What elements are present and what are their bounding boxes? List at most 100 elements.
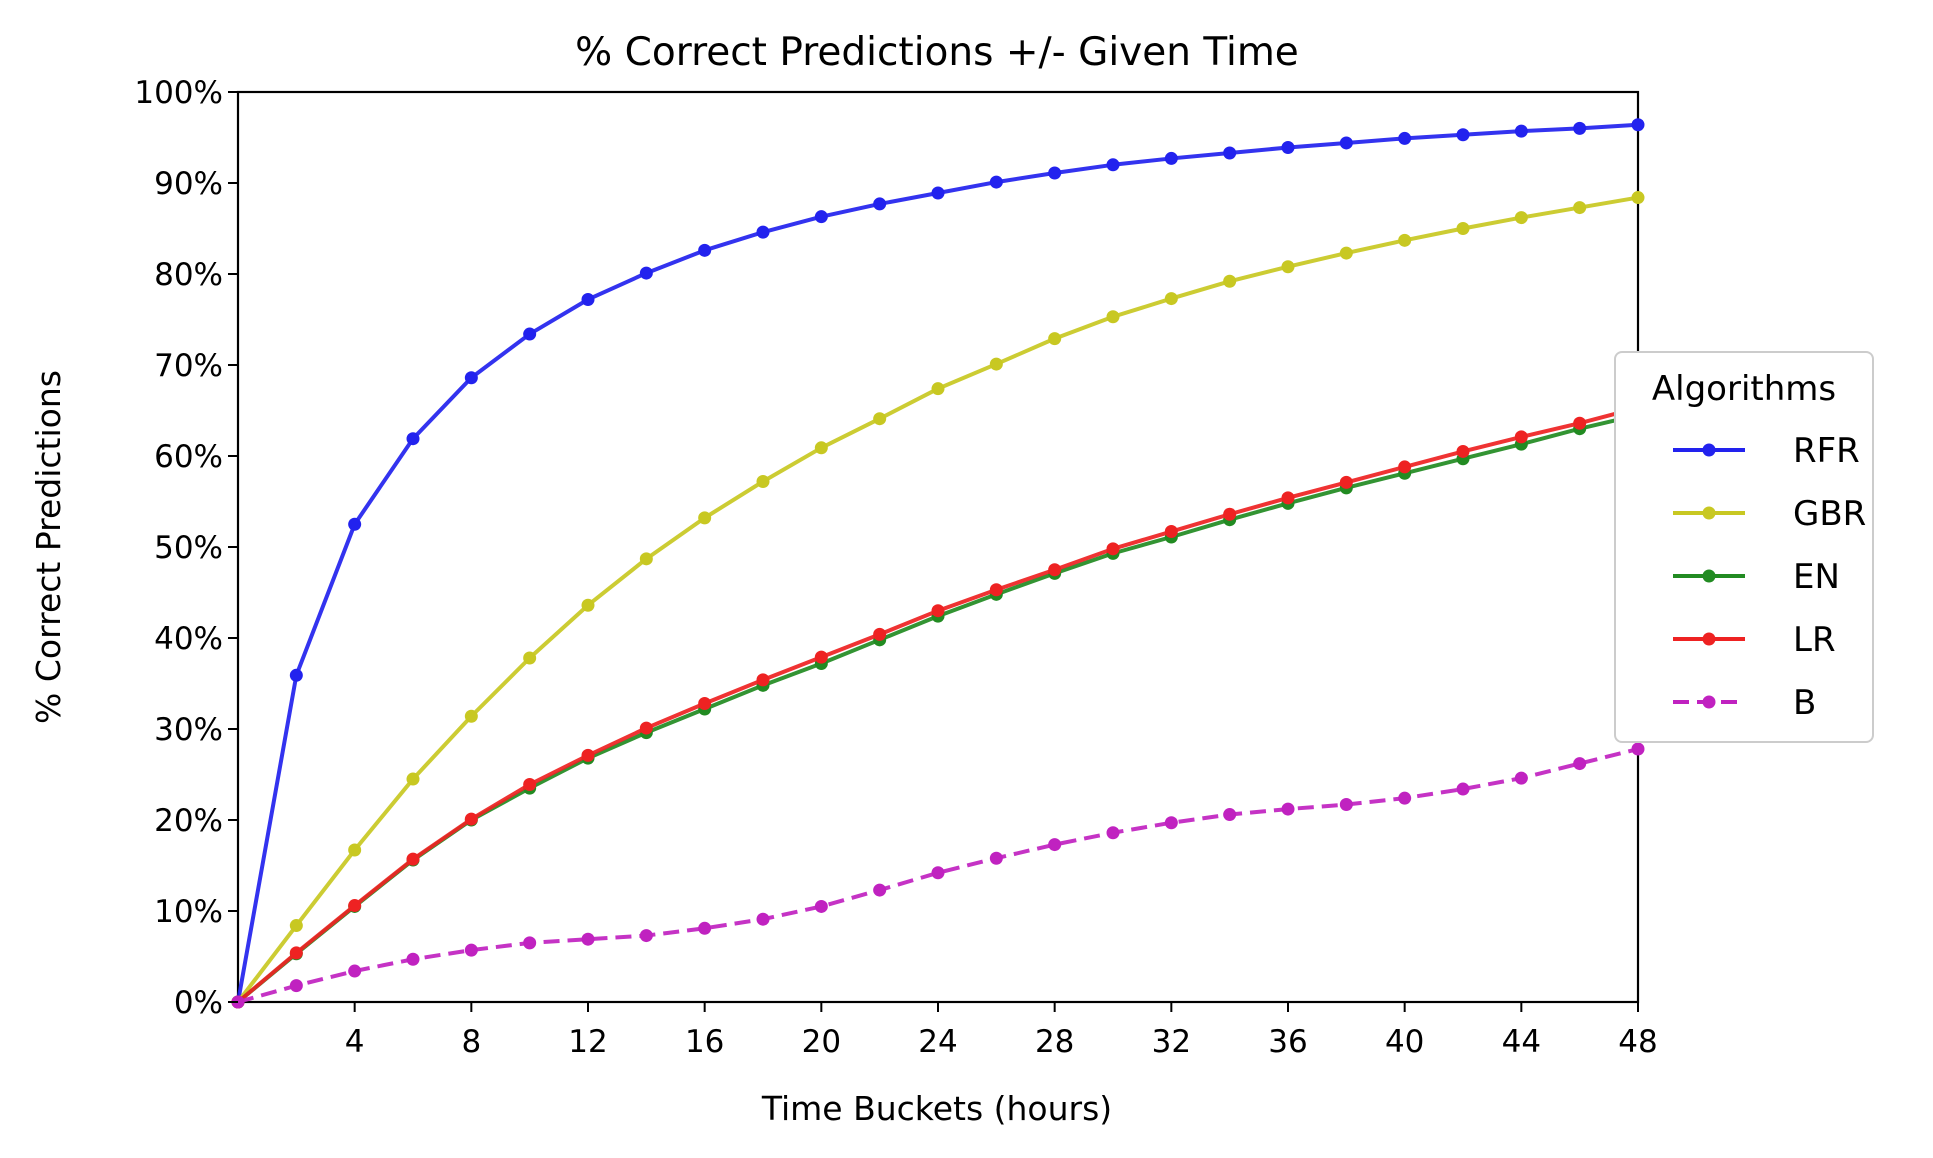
data-point-lr	[1398, 460, 1412, 474]
legend-label-en: EN	[1793, 557, 1840, 597]
data-point-lr	[1339, 475, 1353, 489]
data-point-b	[698, 921, 712, 935]
data-point-b	[756, 912, 770, 926]
data-point-b	[464, 943, 478, 957]
data-point-lr	[406, 852, 420, 866]
y-tick-label: 10%	[154, 894, 223, 930]
series-lr	[231, 401, 1645, 1009]
data-point-lr	[464, 812, 478, 826]
legend-label-b: B	[1793, 683, 1816, 723]
data-point-b	[581, 932, 595, 946]
data-point-gbr	[814, 441, 828, 455]
legend-marker-rfr	[1702, 443, 1716, 457]
data-point-lr	[756, 673, 770, 687]
data-point-gbr	[989, 357, 1003, 371]
legend-item-rfr: RFR	[1673, 431, 1860, 471]
data-point-gbr	[639, 552, 653, 566]
data-point-rfr	[1514, 124, 1528, 138]
data-point-b	[1048, 838, 1062, 852]
data-point-lr	[698, 697, 712, 711]
x-tick-label: 8	[461, 1024, 481, 1060]
x-tick-label: 20	[802, 1024, 841, 1060]
data-point-gbr	[1048, 332, 1062, 346]
data-point-rfr	[1573, 121, 1587, 135]
data-point-b	[1398, 791, 1412, 805]
data-point-b	[1573, 757, 1587, 771]
data-point-rfr	[1339, 136, 1353, 150]
data-point-b	[348, 964, 362, 978]
data-point-lr	[814, 650, 828, 664]
data-point-b	[639, 929, 653, 943]
data-point-lr	[523, 778, 537, 792]
x-tick-label: 24	[918, 1024, 957, 1060]
y-axis: 0% 10% 20% 30% 40% 50% 60% 70% 80% 90% 100%	[134, 75, 238, 1021]
legend-item-b: B	[1673, 683, 1816, 723]
data-point-gbr	[1223, 274, 1237, 288]
data-point-lr	[1281, 491, 1295, 505]
data-point-rfr	[1048, 166, 1062, 180]
data-point-gbr	[1456, 222, 1470, 235]
data-point-gbr	[931, 382, 945, 396]
legend-marker-en	[1702, 569, 1716, 583]
legend-items: RFR GBR EN LR B	[1673, 431, 1866, 723]
data-point-gbr	[1398, 233, 1412, 247]
data-point-lr	[931, 604, 945, 618]
data-point-rfr	[873, 197, 887, 211]
data-point-rfr	[464, 371, 478, 385]
data-point-rfr	[289, 668, 303, 682]
data-point-b	[931, 866, 945, 880]
data-point-gbr	[1339, 246, 1353, 260]
series-layer	[231, 118, 1645, 1009]
legend-label-gbr: GBR	[1793, 494, 1866, 534]
data-point-rfr	[931, 186, 945, 200]
series-b	[231, 742, 1645, 1009]
data-point-lr	[1456, 444, 1470, 458]
y-tick-label: 0%	[174, 985, 223, 1021]
data-point-lr	[873, 627, 887, 641]
x-tick-label: 12	[568, 1024, 607, 1060]
data-point-rfr	[698, 243, 712, 257]
data-point-b	[523, 936, 537, 950]
data-point-gbr	[1514, 211, 1528, 225]
legend-label-lr: LR	[1793, 620, 1836, 660]
y-tick-label: 100%	[134, 75, 223, 111]
x-tick-label: 44	[1502, 1024, 1541, 1060]
data-point-b	[1631, 742, 1645, 756]
data-point-gbr	[464, 709, 478, 723]
data-point-gbr	[1573, 201, 1587, 215]
data-point-lr	[1164, 525, 1178, 539]
legend-box	[1614, 351, 1874, 743]
series-gbr	[231, 191, 1645, 1009]
data-point-gbr	[289, 919, 303, 933]
data-point-rfr	[523, 327, 537, 341]
chart-title: % Correct Predictions +/- Given Time	[575, 30, 1299, 75]
x-tick-label: 4	[345, 1024, 365, 1060]
data-point-lr	[1573, 416, 1587, 430]
x-tick-label: 48	[1618, 1024, 1657, 1060]
data-point-rfr	[581, 292, 595, 306]
y-tick-label: 70%	[154, 348, 223, 384]
data-point-lr	[1223, 507, 1237, 521]
y-tick-label: 20%	[154, 803, 223, 839]
data-point-rfr	[1631, 118, 1645, 132]
data-point-gbr	[698, 511, 712, 525]
y-axis-label: % Correct Predictions	[29, 370, 68, 724]
data-point-rfr	[1164, 151, 1178, 165]
data-point-rfr	[348, 517, 362, 531]
y-tick-label: 60%	[154, 439, 223, 475]
data-point-b	[289, 979, 303, 993]
data-point-gbr	[1631, 191, 1645, 205]
data-point-b	[1164, 816, 1178, 830]
legend-marker-lr	[1702, 632, 1716, 646]
data-point-lr	[1048, 563, 1062, 577]
x-tick-label: 32	[1152, 1024, 1191, 1060]
data-point-rfr	[756, 225, 770, 239]
data-point-rfr	[406, 432, 420, 446]
data-point-gbr	[406, 772, 420, 786]
data-point-lr	[348, 899, 362, 913]
legend-item-en: EN	[1673, 557, 1840, 597]
data-point-gbr	[1106, 310, 1120, 324]
y-tick-label: 40%	[154, 621, 223, 657]
data-point-rfr	[1106, 158, 1120, 172]
data-point-lr	[289, 946, 303, 960]
